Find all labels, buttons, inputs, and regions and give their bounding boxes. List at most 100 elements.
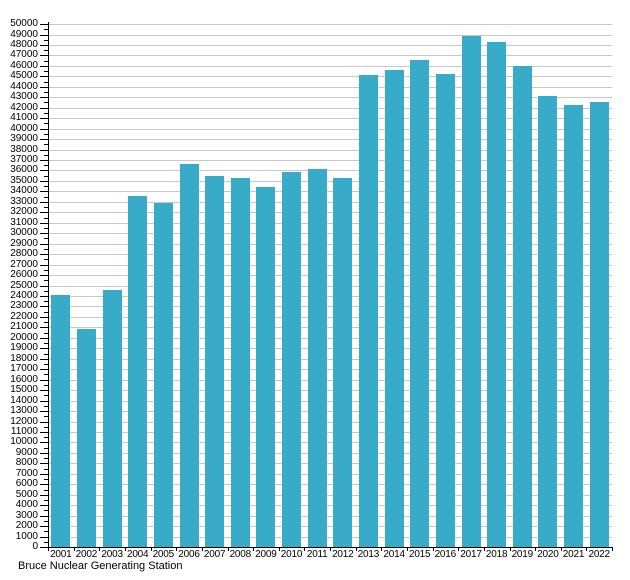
bar-2013 (359, 75, 378, 547)
y-major-tick-3000 (40, 515, 48, 517)
y-major-tick-11000 (40, 431, 48, 433)
y-minor-tick (44, 228, 48, 229)
y-major-tick-44000 (40, 86, 48, 88)
y-minor-tick (44, 363, 48, 365)
y-major-tick-48000 (40, 44, 48, 46)
y-major-tick-5000 (40, 494, 48, 496)
y-minor-tick (44, 332, 48, 334)
gridline-24000 (48, 296, 612, 297)
gridline-33000 (48, 201, 612, 203)
y-axis-label-22000: 22000 (10, 310, 38, 322)
bar-2019 (512, 65, 532, 547)
y-axis-label-17000: 17000 (10, 363, 38, 375)
gridline-32000 (48, 212, 612, 214)
bar-2002 (77, 329, 96, 547)
y-axis-label-50000: 50000 (10, 18, 38, 29)
y-axis-label-24000: 24000 (10, 290, 38, 301)
y-axis-label-31000: 31000 (10, 216, 38, 228)
y-major-tick-17000 (40, 369, 48, 371)
bar-2021 (564, 104, 583, 547)
y-axis-label-1000: 1000 (15, 530, 38, 542)
y-minor-tick (44, 374, 48, 376)
x-axis-label-2018: 2018 (485, 549, 508, 560)
y-minor-tick (44, 144, 48, 146)
y-axis-label-38000: 38000 (10, 143, 38, 155)
y-major-tick-28000 (40, 254, 48, 256)
gridline-18000 (48, 358, 612, 360)
gridline-27000 (48, 264, 612, 266)
gridline-35000 (48, 180, 612, 182)
y-major-tick-36000 (40, 170, 48, 172)
bar-2009 (256, 187, 276, 547)
y-minor-tick (44, 395, 48, 397)
gridline-9000 (48, 452, 612, 454)
gridline-2000 (48, 526, 612, 528)
y-axis-label-44000: 44000 (10, 80, 38, 92)
bar-2011 (307, 169, 327, 547)
gridline-25000 (48, 285, 612, 287)
y-major-tick-49000 (40, 34, 48, 36)
y-axis-label-26000: 26000 (10, 269, 38, 280)
y-axis-label-6000: 6000 (15, 478, 38, 490)
gridline-40000 (48, 128, 612, 130)
chart-caption: Bruce Nuclear Generating Station (18, 560, 183, 572)
y-major-tick-29000 (40, 243, 48, 245)
y-major-tick-10000 (40, 442, 48, 444)
x-axis-label-2013: 2013 (357, 549, 380, 560)
y-major-tick-1000 (40, 536, 48, 538)
y-minor-tick (44, 510, 48, 512)
y-minor-tick (44, 60, 48, 62)
y-major-tick-24000 (40, 296, 48, 297)
y-minor-tick (44, 196, 48, 198)
y-major-tick-4000 (40, 505, 48, 507)
y-major-tick-25000 (40, 285, 48, 287)
y-major-tick-30000 (40, 233, 48, 235)
y-axis-label-28000: 28000 (10, 248, 38, 260)
y-major-tick-31000 (40, 222, 48, 224)
y-minor-tick (44, 531, 48, 533)
x-axis-label-2005: 2005 (152, 549, 175, 560)
bar-2004 (128, 195, 148, 547)
y-axis-label-0: 0 (32, 541, 38, 552)
y-minor-tick (44, 29, 48, 31)
y-minor-tick (44, 479, 48, 480)
y-minor-tick (44, 458, 48, 460)
gridline-5000 (48, 494, 612, 496)
y-major-tick-47000 (40, 55, 48, 57)
x-axis-label-2021: 2021 (562, 549, 585, 560)
y-axis-label-45000: 45000 (10, 70, 38, 82)
gridline-7000 (48, 473, 612, 475)
x-axis-label-2003: 2003 (101, 549, 123, 560)
bar-2015 (410, 59, 430, 547)
y-major-tick-20000 (40, 337, 48, 339)
x-axis-label-2001: 2001 (50, 549, 72, 560)
y-major-tick-34000 (40, 191, 48, 193)
y-major-tick-45000 (40, 76, 48, 78)
gridline-20000 (48, 337, 612, 339)
gridline-16000 (48, 379, 612, 381)
y-major-tick-14000 (40, 400, 48, 402)
y-axis-label-21000: 21000 (10, 321, 38, 333)
gridline-19000 (48, 348, 612, 350)
gridline-38000 (48, 149, 612, 151)
y-minor-tick (44, 468, 48, 470)
x-axis-label-2004: 2004 (126, 549, 149, 560)
y-major-tick-16000 (40, 379, 48, 381)
y-axis-label-3000: 3000 (15, 509, 38, 521)
bar-2007 (205, 175, 225, 547)
y-minor-tick (44, 384, 48, 386)
y-axis-label-39000: 39000 (10, 133, 38, 145)
gridline-43000 (48, 97, 612, 99)
y-minor-tick (44, 81, 48, 83)
x-tick (612, 547, 613, 551)
y-axis-label-34000: 34000 (10, 185, 38, 197)
y-axis-label-15000: 15000 (10, 384, 38, 396)
y-major-tick-46000 (40, 65, 48, 67)
x-axis-label-2002: 2002 (75, 549, 98, 560)
gridline-4000 (48, 505, 612, 507)
y-axis-label-9000: 9000 (15, 446, 38, 458)
y-axis-label-35000: 35000 (10, 174, 38, 186)
x-tick (304, 547, 306, 551)
y-axis-label-19000: 19000 (10, 342, 38, 354)
